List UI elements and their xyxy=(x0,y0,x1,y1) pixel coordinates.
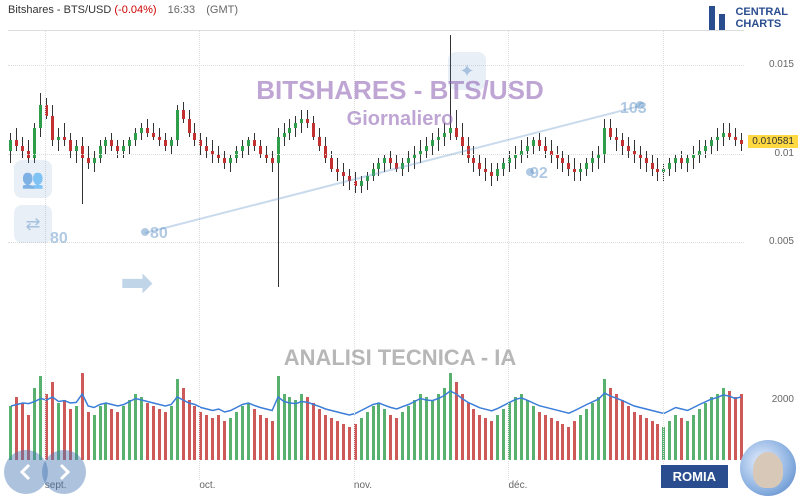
x-tick-label: nov. xyxy=(354,480,372,491)
avatar-icon[interactable] xyxy=(740,440,796,496)
next-button[interactable] xyxy=(42,450,86,494)
watermark-dot xyxy=(526,168,534,176)
watermark-number: 80 xyxy=(50,230,68,248)
y-tick-label: 0.005 xyxy=(769,236,794,247)
chevron-right-icon xyxy=(52,460,76,484)
x-tick-label: oct. xyxy=(199,480,215,491)
x-axis: sept.oct.nov.déc.2023 xyxy=(8,480,744,494)
brand-logo: CENTRAL CHARTS xyxy=(709,6,788,30)
watermark-compass-icon: ✦ xyxy=(448,52,486,90)
instrument-name: Bitshares - BTS/USD xyxy=(8,4,111,16)
watermark-dot xyxy=(141,228,149,236)
watermark-dot xyxy=(636,101,644,109)
logo-line2: CHARTS xyxy=(735,18,788,30)
price-chart[interactable] xyxy=(8,30,744,330)
timestamp: 16:33 xyxy=(168,4,196,16)
timezone: (GMT) xyxy=(206,4,238,16)
section-title: ANALISI TECNICA - IA xyxy=(284,345,517,371)
y-tick-label: 0.015 xyxy=(769,59,794,70)
volume-y-tick: 2000 xyxy=(772,394,794,405)
logo-bars-icon xyxy=(709,6,729,30)
logo-text: CENTRAL CHARTS xyxy=(735,6,788,30)
watermark-people-icon: 👥 xyxy=(14,160,52,198)
x-tick-label: déc. xyxy=(508,480,527,491)
romia-badge: ROMIA xyxy=(661,465,728,488)
chart-header: Bitshares - BTS/USD (-0.04%) 16:33 (GMT) xyxy=(8,4,238,16)
y-tick-label: 0.01 xyxy=(775,148,794,159)
chevron-left-icon xyxy=(14,460,38,484)
watermark-share-icon: ⇄ xyxy=(14,205,52,243)
logo-line1: CENTRAL xyxy=(735,6,788,18)
current-price-tag: 0.010581 xyxy=(748,135,798,148)
watermark-arrow-icon: ➡ xyxy=(120,260,154,306)
price-change: (-0.04%) xyxy=(114,4,156,16)
volume-chart[interactable] xyxy=(8,370,744,460)
